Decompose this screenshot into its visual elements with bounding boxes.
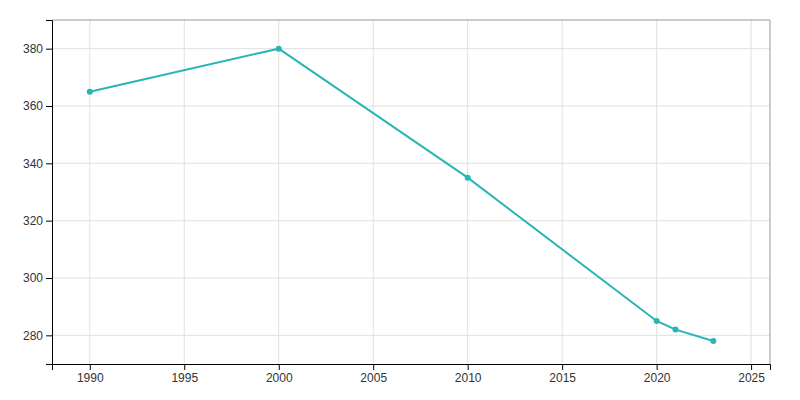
tick-label: 380 — [23, 42, 43, 56]
tick: 320 — [23, 214, 52, 228]
grid-line — [52, 220, 770, 221]
tick-label: 300 — [23, 271, 43, 285]
tick-mark — [46, 49, 52, 50]
point — [276, 46, 282, 52]
tick-label: 340 — [23, 157, 43, 171]
tick-label: 2000 — [266, 371, 293, 385]
axis-line — [46, 21, 53, 365]
grid-line — [52, 335, 770, 336]
line — [90, 49, 714, 341]
frame — [52, 20, 770, 21]
grid-line — [52, 106, 770, 107]
tick-mark — [468, 364, 469, 370]
tick-mark — [279, 364, 280, 370]
grid — [52, 20, 770, 364]
frame — [770, 20, 771, 364]
axis-line — [53, 365, 771, 371]
tick: 2025 — [738, 364, 765, 385]
tick-mark — [751, 364, 752, 370]
tick-mark — [562, 364, 563, 370]
marks — [87, 46, 717, 344]
point — [465, 175, 471, 181]
point — [710, 338, 716, 344]
grid-line — [656, 20, 657, 364]
tick: 1990 — [77, 364, 104, 385]
tick: 280 — [23, 329, 52, 343]
x-axis: 1990 1995 2000 2005 2010 2015 2020 2025 — [53, 364, 771, 385]
tick-mark — [657, 364, 658, 370]
tick: 340 — [23, 157, 52, 171]
tick-mark — [46, 106, 52, 107]
point — [87, 89, 93, 95]
tick-label: 1990 — [77, 371, 104, 385]
grid-line — [562, 20, 563, 364]
tick-mark — [46, 221, 52, 222]
grid-line — [467, 20, 468, 364]
tick-mark — [46, 278, 52, 279]
tick-label: 320 — [23, 214, 43, 228]
grid-line — [52, 163, 770, 164]
point — [673, 327, 679, 333]
tick-label: 2005 — [360, 371, 387, 385]
grid-line — [52, 48, 770, 49]
point — [654, 318, 660, 324]
tick-label: 2020 — [644, 371, 671, 385]
tick-mark — [373, 364, 374, 370]
plot: 1990 1995 2000 2005 2010 2015 2020 2025 280 300 32… — [23, 20, 771, 385]
tick: 2020 — [644, 364, 671, 385]
tick: 2005 — [360, 364, 387, 385]
tick-label: 360 — [23, 99, 43, 113]
tick: 360 — [23, 99, 52, 113]
y-axis: 280 300 320 340 360 380 — [23, 21, 53, 365]
tick-mark — [46, 335, 52, 336]
grid-line — [52, 278, 770, 279]
grid-line — [373, 20, 374, 364]
tick-mark — [184, 364, 185, 370]
grid-line — [184, 20, 185, 364]
tick-label: 2025 — [738, 371, 765, 385]
tick: 380 — [23, 42, 52, 56]
grid-line — [89, 20, 90, 364]
tick-mark — [46, 163, 52, 164]
tick: 1995 — [171, 364, 198, 385]
tick-label: 2015 — [549, 371, 576, 385]
tick: 300 — [23, 271, 52, 285]
tick: 2010 — [455, 364, 482, 385]
tick: 2015 — [549, 364, 576, 385]
tick-label: 1995 — [171, 371, 198, 385]
grid-line — [278, 20, 279, 364]
grid-line — [751, 20, 752, 364]
tick-label: 2010 — [455, 371, 482, 385]
chart: 1990 1995 2000 2005 2010 2015 2020 2025 280 300 32… — [0, 0, 800, 400]
tick-label: 280 — [23, 329, 43, 343]
tick: 2000 — [266, 364, 293, 385]
tick-mark — [90, 364, 91, 370]
